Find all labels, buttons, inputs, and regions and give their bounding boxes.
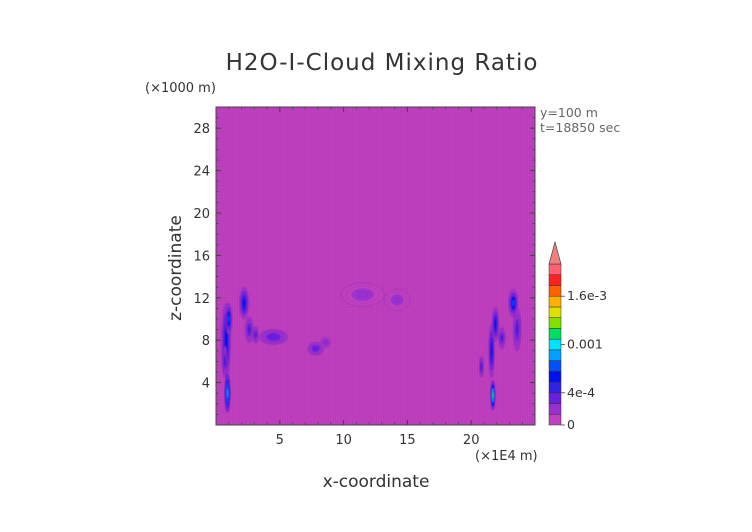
colorbar-tick-label: 4e-4 <box>567 385 595 400</box>
cloud-feature <box>225 302 233 336</box>
y-tick-label: 24 <box>193 165 210 180</box>
contour-level <box>480 363 483 370</box>
contour-level <box>500 335 503 341</box>
y-tick-label: 4 <box>202 377 210 392</box>
colorbar-segment <box>548 392 562 404</box>
colorbar-segment <box>548 306 562 318</box>
cloud-feature <box>224 373 231 413</box>
contour-level <box>324 340 328 344</box>
x-tick-label: 15 <box>399 433 416 448</box>
colorbar-tick-label: 1.6e-3 <box>567 288 607 303</box>
cloud-feature <box>488 324 495 378</box>
cloud-feature <box>340 282 385 307</box>
contour-level <box>357 291 369 298</box>
colorbar-segment <box>548 403 562 415</box>
contour-level <box>313 346 318 351</box>
colorbar-segment <box>548 381 562 394</box>
cloud-feature <box>320 336 332 348</box>
x-axis-label: x-coordinate <box>323 472 430 492</box>
cloud-feature <box>384 289 411 311</box>
cloud-feature <box>513 308 522 351</box>
cloud-feature <box>307 342 324 356</box>
cloud-feature <box>259 329 288 345</box>
annotation-y: y=100 m <box>540 105 598 120</box>
colorbar-extend-arrow <box>548 240 562 265</box>
x-tick-label: 5 <box>276 433 284 448</box>
contour-level <box>254 332 257 338</box>
contour-level <box>269 335 278 339</box>
colorbar: 0 4e-4 0.001 1.6e-3 <box>548 240 607 432</box>
colorbar-segment <box>548 414 562 426</box>
y-axis-label: z-coordinate <box>166 215 186 321</box>
x-axis-unit: (×1E4 m) <box>475 449 538 464</box>
contour-level <box>516 324 519 336</box>
y-tick-label: 8 <box>202 334 210 349</box>
contour-level <box>494 319 497 329</box>
colorbar-segment <box>548 360 562 372</box>
contour-level <box>248 326 251 333</box>
contour-level <box>227 314 230 324</box>
contour-level <box>226 388 229 399</box>
colorbar-tick-label: 0 <box>567 417 575 432</box>
colorbar-segment <box>548 371 562 383</box>
colorbar-segment <box>548 295 562 308</box>
y-tick-label: 28 <box>193 122 210 137</box>
x-axis: 5 10 15 20 <box>228 107 523 448</box>
y-tick-label: 20 <box>193 207 210 222</box>
plot-background <box>216 107 535 425</box>
colorbar-segment <box>548 285 562 297</box>
contour-level <box>393 297 401 303</box>
cloud-feature <box>222 345 228 378</box>
colorbar-segment <box>548 274 562 286</box>
contour-level <box>512 299 515 307</box>
cloud-feature <box>245 316 254 343</box>
cloud-feature <box>498 327 506 349</box>
colorbar-segment <box>548 328 562 340</box>
y-axis-unit: (×1000 m) <box>145 81 216 96</box>
y-tick-label: 16 <box>193 249 210 264</box>
cloud-feature <box>252 326 259 344</box>
y-tick-label: 12 <box>193 292 210 307</box>
cloud-feature <box>479 355 484 378</box>
colorbar-segment <box>548 349 562 361</box>
contour-level <box>491 391 494 400</box>
colorbar-segment <box>548 263 562 275</box>
cloud-features <box>221 282 522 413</box>
colorbar-tick-label: 0.001 <box>567 337 603 352</box>
cloud-feature <box>492 307 499 342</box>
cloud-feature <box>239 287 249 320</box>
contour-level <box>490 344 493 358</box>
colorbar-segment <box>548 338 562 351</box>
cloud-feature <box>490 380 496 411</box>
plot-area: 5 10 15 20 4 8 12 16 20 24 28 <box>193 106 536 448</box>
y-axis: 4 8 12 16 20 24 28 <box>193 117 535 415</box>
x-tick-label: 20 <box>463 433 480 448</box>
annotation-t: t=18850 sec <box>540 120 620 135</box>
contour-level <box>224 357 226 366</box>
colorbar-segment <box>548 317 562 329</box>
chart-title: H2O-I-Cloud Mixing Ratio <box>226 50 539 76</box>
x-tick-label: 10 <box>335 433 352 448</box>
grid-texture <box>216 107 535 425</box>
contour-level <box>242 299 246 308</box>
